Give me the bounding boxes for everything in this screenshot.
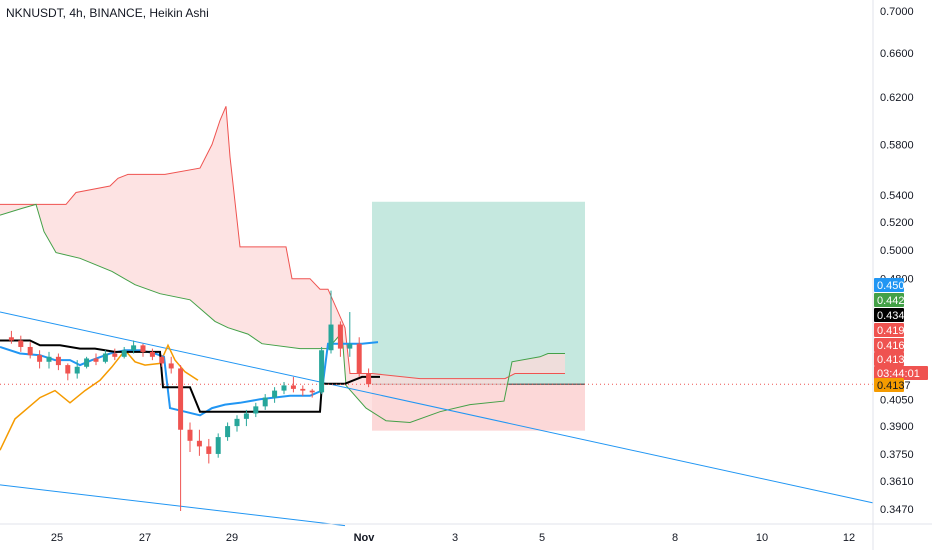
price-badge-label: 03:44:01 bbox=[877, 368, 920, 380]
indicator-lines bbox=[0, 311, 874, 527]
y-tick-label: 0.3900 bbox=[880, 421, 914, 433]
candle-body bbox=[300, 388, 306, 391]
candle-body bbox=[84, 358, 90, 367]
price-badges: 0.45090.44250.43420.41940.41620.413703:4… bbox=[874, 278, 928, 392]
candle-body bbox=[102, 353, 108, 362]
candle-body bbox=[187, 429, 193, 441]
price-badge-label: 0.4509 bbox=[877, 280, 911, 292]
y-tick-label: 0.5000 bbox=[880, 245, 914, 257]
senkou-span-a-line bbox=[0, 203, 565, 424]
y-tick-label: 0.6600 bbox=[880, 48, 914, 60]
y-tick-label: 0.5400 bbox=[880, 190, 914, 202]
price-badge bbox=[874, 378, 904, 392]
y-tick-label: 0.6200 bbox=[880, 92, 914, 104]
candle-body bbox=[272, 390, 278, 398]
y-tick-label: 0.7000 bbox=[880, 6, 914, 18]
chikou-span-line bbox=[0, 343, 199, 451]
price-badge bbox=[874, 352, 904, 366]
candle-body bbox=[37, 355, 43, 362]
y-tick-label: 0.3470 bbox=[880, 504, 914, 516]
price-badge-label: 0.4194 bbox=[877, 325, 911, 337]
candle-body bbox=[337, 324, 343, 349]
candle-body bbox=[121, 350, 127, 357]
candle-body bbox=[234, 418, 240, 427]
candle-body bbox=[290, 385, 296, 389]
candle-body bbox=[206, 446, 212, 454]
candle-body bbox=[159, 356, 165, 364]
candle-body bbox=[253, 406, 259, 414]
candle-body bbox=[140, 345, 146, 352]
candle-body bbox=[8, 337, 14, 341]
x-tick-label: 29 bbox=[226, 532, 238, 544]
candle-body bbox=[309, 390, 315, 393]
candle-body bbox=[131, 345, 137, 351]
candle-body bbox=[74, 366, 80, 374]
candles bbox=[8, 290, 372, 512]
price-badge bbox=[874, 323, 904, 337]
candle-body bbox=[178, 368, 184, 430]
price-badge bbox=[874, 308, 904, 322]
candle-body bbox=[168, 363, 174, 369]
y-tick-label: 0.5200 bbox=[880, 217, 914, 229]
cloud-fill bbox=[0, 106, 565, 423]
candle-body bbox=[319, 350, 325, 393]
candle-body bbox=[55, 356, 61, 366]
candle-body bbox=[347, 343, 353, 349]
candle-body bbox=[356, 343, 362, 374]
price-badge bbox=[874, 338, 904, 352]
price-badge-label: 0.4342 bbox=[877, 310, 911, 322]
price-badge bbox=[874, 278, 904, 292]
y-tick-label: 0.4050 bbox=[880, 394, 914, 406]
x-tick-label: 25 bbox=[51, 532, 63, 544]
candle-body bbox=[225, 426, 231, 438]
trendline-upper bbox=[0, 311, 874, 504]
x-tick-label: 5 bbox=[539, 532, 545, 544]
price-badge bbox=[874, 366, 928, 380]
candle-body bbox=[243, 413, 249, 419]
y-tick-label: 0.3610 bbox=[880, 476, 914, 488]
candle-body bbox=[93, 358, 99, 362]
candle-body bbox=[196, 440, 202, 447]
candle-body bbox=[27, 346, 33, 356]
x-tick-label: 10 bbox=[756, 532, 768, 544]
y-tick-label: 0.3750 bbox=[880, 449, 914, 461]
candle-body bbox=[281, 385, 287, 391]
chart-title: NKNUSDT, 4h, BINANCE, Heikin Ashi bbox=[6, 6, 209, 20]
price-badge-label: 0.4162 bbox=[877, 340, 911, 352]
x-tick-label: 12 bbox=[843, 532, 855, 544]
candle-body bbox=[65, 365, 71, 374]
price-badge-label: 0.4137 bbox=[877, 380, 911, 392]
candle-body bbox=[112, 353, 118, 357]
x-tick-label: Nov bbox=[354, 532, 376, 544]
candle-body bbox=[149, 351, 155, 357]
x-tick-label: 8 bbox=[672, 532, 678, 544]
price-badge-label: 0.4425 bbox=[877, 295, 911, 307]
candle-body bbox=[46, 356, 52, 362]
candle-body bbox=[366, 373, 372, 385]
candle-body bbox=[215, 437, 221, 454]
candle-body bbox=[328, 324, 334, 351]
x-tick-label: 3 bbox=[452, 532, 458, 544]
kijun-line bbox=[0, 339, 380, 413]
y-tick-label: 0.5800 bbox=[880, 139, 914, 151]
price-badge-label: 0.4137 bbox=[877, 354, 911, 366]
price-badge bbox=[874, 293, 904, 307]
candle-body bbox=[18, 340, 24, 347]
x-tick-label: 27 bbox=[139, 532, 151, 544]
candle-body bbox=[262, 397, 268, 407]
trendline-lower bbox=[0, 484, 346, 527]
